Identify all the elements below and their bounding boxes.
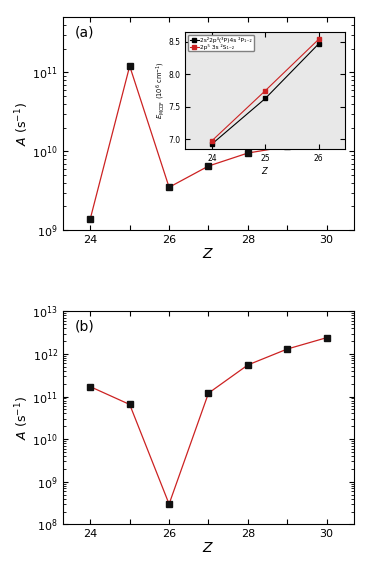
Y-axis label: $A\ \rm{(s^{-1})}$: $A\ \rm{(s^{-1})}$ xyxy=(13,396,31,439)
X-axis label: $Z$: $Z$ xyxy=(203,541,214,555)
X-axis label: $Z$: $Z$ xyxy=(203,246,214,260)
Y-axis label: $A\ \rm{(s^{-1})}$: $A\ \rm{(s^{-1})}$ xyxy=(13,102,31,145)
Text: (b): (b) xyxy=(75,320,94,334)
Text: (a): (a) xyxy=(75,26,94,40)
